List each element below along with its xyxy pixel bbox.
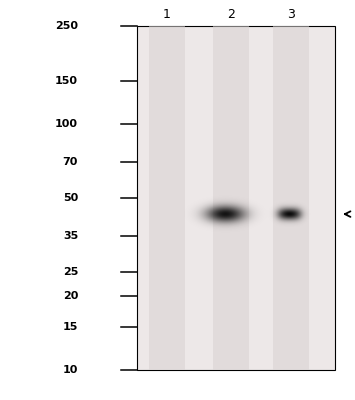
Bar	[273, 26, 309, 370]
Text: 25: 25	[63, 267, 78, 277]
Text: 150: 150	[55, 76, 78, 86]
Text: 100: 100	[55, 119, 78, 129]
Text: 15: 15	[63, 322, 78, 332]
Text: 2: 2	[227, 8, 235, 20]
Text: 3: 3	[287, 8, 295, 20]
Bar	[149, 26, 185, 370]
Text: 20: 20	[63, 291, 78, 301]
Text: 1: 1	[163, 8, 171, 20]
Text: 10: 10	[63, 365, 78, 375]
Text: 50: 50	[63, 193, 78, 203]
Bar	[213, 26, 248, 370]
Polygon shape	[137, 26, 335, 370]
Text: 35: 35	[63, 231, 78, 241]
Text: 250: 250	[55, 21, 78, 31]
Text: 70: 70	[63, 157, 78, 167]
